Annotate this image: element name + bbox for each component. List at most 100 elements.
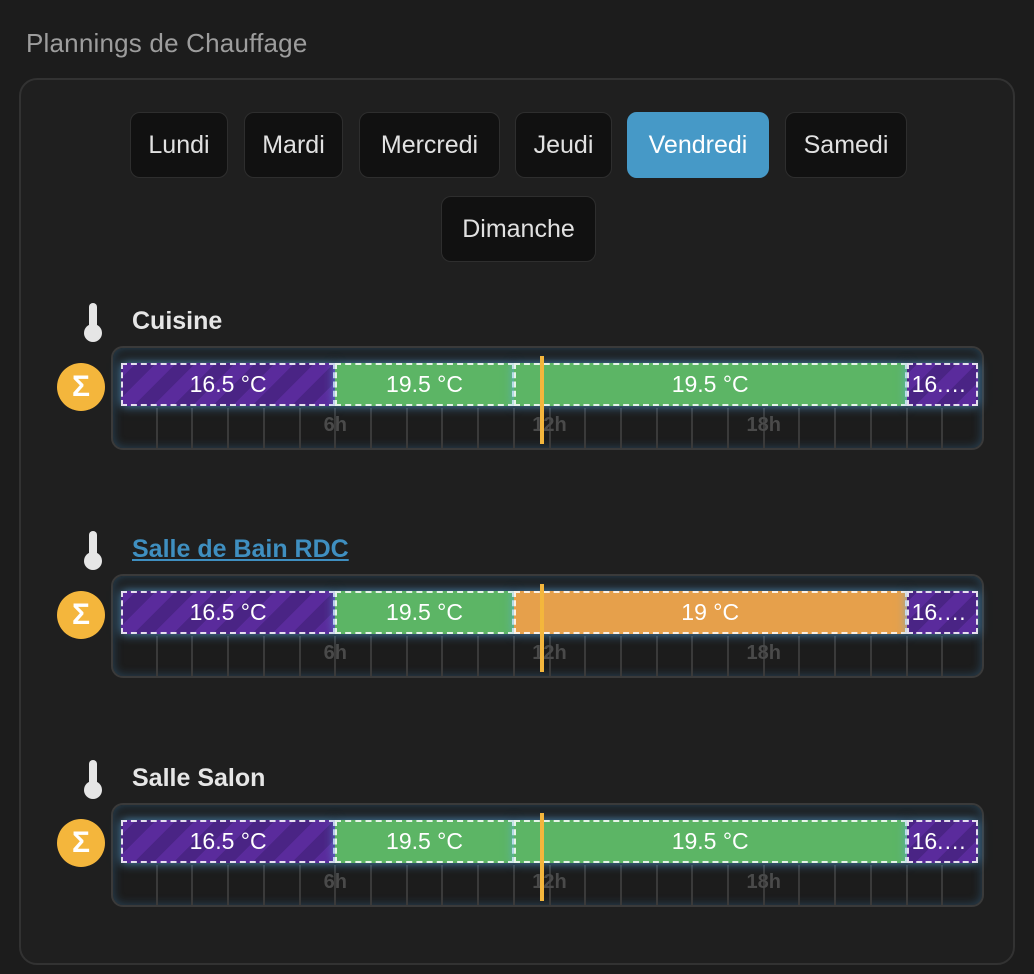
hour-grid-line	[548, 408, 551, 448]
hour-grid-line	[619, 865, 622, 905]
thermometer-icon	[84, 760, 102, 799]
hour-grid-line	[869, 408, 872, 448]
hour-grid-line	[369, 408, 372, 448]
hour-grid-line	[477, 636, 480, 676]
schedule-segment[interactable]: 19.5 °C	[335, 363, 514, 406]
schedule-segment[interactable]: 19.5 °C	[513, 820, 907, 863]
room-name-salle-de-bain-rdc-link[interactable]: Salle de Bain RDC	[132, 535, 349, 563]
hour-grid-line	[584, 865, 587, 905]
hour-grid-line	[941, 865, 944, 905]
hour-grid-line	[334, 865, 337, 905]
hour-grid-line	[762, 408, 765, 448]
segment-temperature-label: 16.5 °C	[189, 599, 267, 625]
hour-grid-line	[155, 636, 158, 676]
hour-grid-line	[834, 408, 837, 448]
hour-label: 18h	[746, 642, 781, 664]
hour-grid-line	[548, 865, 551, 905]
hour-grid-line	[298, 408, 301, 448]
hour-grid-line	[227, 636, 230, 676]
hour-grid-line	[262, 636, 265, 676]
day-tab-dimanche[interactable]: Dimanche	[441, 196, 596, 262]
hour-label: 6h	[323, 414, 347, 436]
hour-grid-line	[405, 636, 408, 676]
thermometer-icon	[84, 531, 102, 570]
current-time-marker	[540, 356, 545, 444]
sigma-icon[interactable]: Σ	[57, 363, 105, 411]
hour-grid-line	[941, 408, 944, 448]
day-tab-mardi[interactable]: Mardi	[244, 112, 343, 178]
hour-grid-line	[941, 636, 944, 676]
hour-grid-line	[262, 408, 265, 448]
hour-grid-line	[477, 408, 480, 448]
hour-grid-line	[655, 636, 658, 676]
hour-grid-line	[191, 408, 194, 448]
schedule-segment[interactable]: 19.5 °C	[335, 820, 514, 863]
hour-grid-line	[441, 408, 444, 448]
hour-grid-line	[227, 865, 230, 905]
hour-grid-line	[548, 636, 551, 676]
hour-grid-line	[762, 865, 765, 905]
schedule-segment[interactable]: 16.5 °C	[121, 363, 336, 406]
hour-grid-line	[369, 636, 372, 676]
hour-grid-line	[834, 636, 837, 676]
hour-grid-line	[512, 865, 515, 905]
schedule-segment[interactable]: 16.5 °C	[121, 820, 336, 863]
hour-grid-line	[762, 636, 765, 676]
schedule-segment[interactable]: 16.5 °C	[906, 591, 978, 634]
hour-grid-line	[191, 865, 194, 905]
day-tab-samedi[interactable]: Samedi	[785, 112, 907, 178]
hour-grid-line	[798, 408, 801, 448]
segment-temperature-label: 19.5 °C	[671, 371, 749, 397]
hour-grid-line	[512, 636, 515, 676]
day-tab-vendredi[interactable]: Vendredi	[627, 112, 769, 178]
hour-grid-line	[405, 408, 408, 448]
hour-grid-line	[619, 636, 622, 676]
day-tab-jeudi[interactable]: Jeudi	[515, 112, 612, 178]
hour-grid-line	[727, 865, 730, 905]
sigma-icon[interactable]: Σ	[57, 591, 105, 639]
current-time-marker	[540, 813, 545, 901]
sigma-icon[interactable]: Σ	[57, 819, 105, 867]
hour-label: 6h	[323, 642, 347, 664]
hour-label: 12h	[532, 642, 567, 664]
day-tab-mercredi[interactable]: Mercredi	[359, 112, 500, 178]
hour-grid-line	[798, 865, 801, 905]
hour-grid-line	[477, 865, 480, 905]
schedule-segment[interactable]: 16.5 °C	[906, 363, 978, 406]
hour-grid-line	[727, 636, 730, 676]
hour-grid-line	[512, 408, 515, 448]
hour-grid-line	[691, 408, 694, 448]
hour-grid-line	[441, 636, 444, 676]
hour-grid-line	[298, 865, 301, 905]
hour-grid-line	[655, 865, 658, 905]
segment-temperature-label: 19 °C	[681, 599, 740, 625]
hour-label: 18h	[746, 871, 781, 893]
hour-label: 18h	[746, 414, 781, 436]
hour-grid-line	[905, 865, 908, 905]
hour-grid-line	[869, 636, 872, 676]
hour-grid-line	[405, 865, 408, 905]
day-tab-lundi[interactable]: Lundi	[130, 112, 228, 178]
hour-grid-line	[369, 865, 372, 905]
schedule-segment[interactable]: 16.5 °C	[906, 820, 978, 863]
hour-grid-line	[191, 636, 194, 676]
hour-label: 6h	[323, 871, 347, 893]
room-name-salle-salon: Salle Salon	[132, 764, 266, 792]
schedule-segment[interactable]: 19 °C	[513, 591, 907, 634]
current-time-marker	[540, 584, 545, 672]
segment-temperature-label: 16.5 °C	[189, 828, 267, 854]
segment-temperature-label: 19.5 °C	[386, 371, 463, 397]
segment-temperature-label: 19.5 °C	[671, 828, 749, 854]
hour-grid-line	[655, 408, 658, 448]
schedule-segment[interactable]: 16.5 °C	[121, 591, 336, 634]
schedule-segment[interactable]: 19.5 °C	[513, 363, 907, 406]
schedule-segment[interactable]: 19.5 °C	[335, 591, 514, 634]
segment-temperature-label: 16.5 °C	[911, 599, 976, 625]
hour-grid-line	[798, 636, 801, 676]
timeline-cuisine: 6h 12h 18h 16.5 °C 19.5 °C 19.5 °C 16.5 °C	[111, 346, 984, 450]
timeline-salle-salon: 6h 12h 18h 16.5 °C 19.5 °C 19.5 °C 16.5 °C	[111, 803, 984, 907]
hour-grid-line	[155, 408, 158, 448]
hour-grid-line	[834, 865, 837, 905]
hour-grid-line	[334, 636, 337, 676]
hour-label: 12h	[532, 414, 567, 436]
